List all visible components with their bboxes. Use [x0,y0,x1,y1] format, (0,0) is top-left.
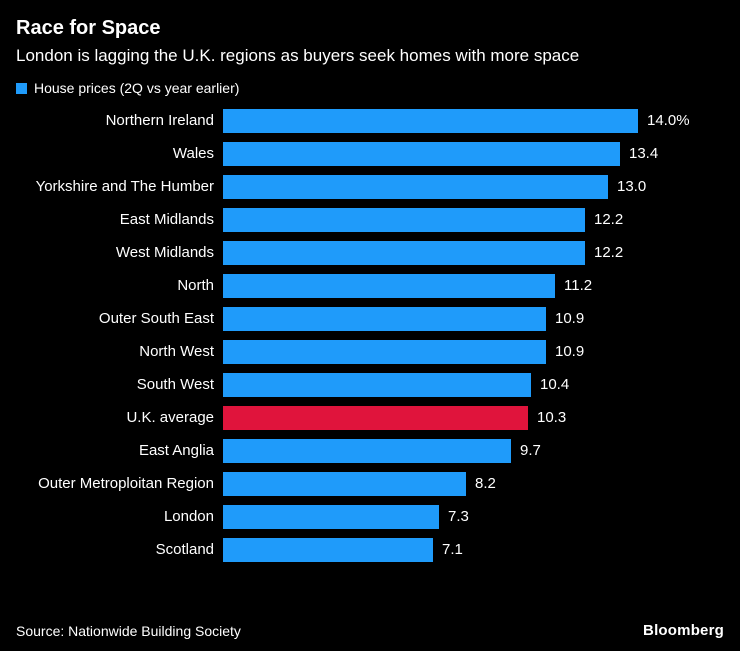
category-label: Yorkshire and The Humber [35,178,214,195]
chart-row: Scotland 7.1 [0,533,724,566]
chart-row: Northern Ireland 14.0% [0,104,724,137]
value-bar [223,174,608,199]
chart-subtitle: London is lagging the U.K. regions as bu… [16,46,580,65]
value-label: 10.3 [537,409,567,426]
chart-header: Race for Space London is lagging the U.K… [0,0,740,66]
bar-area: 10.3 [223,405,724,430]
value-bar [223,504,439,529]
chart-row: North West 10.9 [0,335,724,368]
value-bar [223,471,466,496]
category-label: West Midlands [115,244,214,261]
bar-area: 7.3 [223,504,724,529]
chart-title: Race for Space [16,17,161,39]
chart-row: North 11.2 [0,269,724,302]
chart-legend: House prices (2Q vs year earlier) [0,66,740,102]
bar-area: 10.4 [223,372,724,397]
category-label: North West [139,343,214,360]
chart-row: U.K. average 10.3 [0,401,724,434]
bar-area: 8.2 [223,471,724,496]
value-bar [223,273,555,298]
value-label: 12.2 [594,244,624,261]
category-label: Northern Ireland [105,112,214,129]
category-label: U.K. average [126,409,214,426]
bar-area: 10.9 [223,339,724,364]
chart-row: Outer Metroploitan Region 8.2 [0,467,724,500]
bar-area: 13.0 [223,174,724,199]
category-label: Outer Metroploitan Region [38,475,214,492]
value-bar [223,108,638,133]
category-label: London [163,508,214,525]
value-label: 7.1 [442,541,463,558]
value-bar [223,306,546,331]
highlight-bar [223,405,528,430]
bar-area: 10.9 [223,306,724,331]
category-label: Wales [172,145,214,162]
bar-area: 14.0% [223,108,724,133]
value-label: 14.0% [647,112,690,129]
chart-row: East Anglia 9.7 [0,434,724,467]
bar-area: 12.2 [223,240,724,265]
bar-area: 12.2 [223,207,724,232]
value-label: 13.0 [617,178,647,195]
legend-label: House prices (2Q vs year earlier) [34,80,240,96]
value-bar [223,207,585,232]
value-label: 7.3 [448,508,469,525]
chart-row: Wales 13.4 [0,137,724,170]
value-label: 10.9 [555,343,585,360]
chart-row: Yorkshire and The Humber 13.0 [0,170,724,203]
chart-row: East Midlands 12.2 [0,203,724,236]
source-label: Source: Nationwide Building Society [16,623,241,639]
bar-area: 7.1 [223,537,724,562]
bar-chart: Northern Ireland 14.0% Wales 13.4 Yorkshire … [0,102,740,566]
value-label: 12.2 [594,211,624,228]
bloomberg-logo: Bloomberg [643,622,724,639]
category-label: Scotland [155,541,214,558]
value-label: 11.2 [564,277,593,294]
category-label: Outer South East [98,310,214,327]
chart-row: Outer South East 10.9 [0,302,724,335]
value-bar [223,438,511,463]
value-label: 10.9 [555,310,585,327]
value-bar [223,537,433,562]
value-label: 10.4 [540,376,570,393]
chart-row: West Midlands 12.2 [0,236,724,269]
bar-area: 9.7 [223,438,724,463]
value-bar [223,372,531,397]
value-label: 8.2 [475,475,496,492]
value-bar [223,141,620,166]
value-bar [223,339,546,364]
category-label: East Midlands [119,211,214,228]
category-label: South West [136,376,214,393]
legend-swatch-icon [16,82,27,94]
value-label: 9.7 [520,442,541,459]
bar-area: 11.2 [223,273,724,298]
chart-footer: Source: Nationwide Building Society Bloo… [0,622,740,651]
chart-row: London 7.3 [0,500,724,533]
category-label: North [177,277,214,294]
value-bar [223,240,585,265]
category-label: East Anglia [138,442,214,459]
chart-row: South West 10.4 [0,368,724,401]
value-label: 13.4 [629,145,659,162]
bar-area: 13.4 [223,141,724,166]
